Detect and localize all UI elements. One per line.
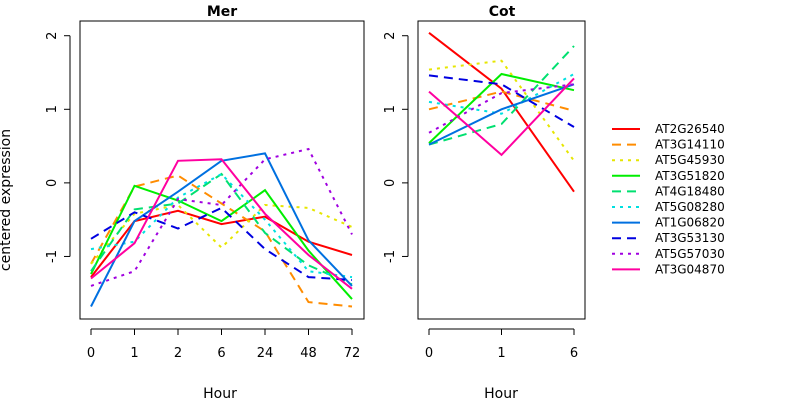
plot-frame-mer bbox=[79, 20, 365, 320]
series-line-at3g53130 bbox=[90, 206, 353, 281]
legend-label-at1g06820: AT1G06820 bbox=[655, 216, 725, 230]
series-line-at3g14110 bbox=[90, 174, 353, 308]
x-tick-label: 0 bbox=[425, 346, 433, 361]
series-line-at2g26540 bbox=[428, 32, 575, 193]
series-line-at1g06820 bbox=[90, 152, 353, 307]
series-line-at5g57030 bbox=[428, 83, 575, 134]
y-tick-label: 0 bbox=[45, 179, 60, 187]
y-tick-label: 0 bbox=[383, 179, 398, 187]
y-tick-label: 2 bbox=[45, 32, 60, 40]
legend-label-at2g26540: AT2G26540 bbox=[655, 122, 725, 136]
legend-label-at5g57030: AT5G57030 bbox=[655, 247, 725, 261]
legend-label-at3g04870: AT3G04870 bbox=[655, 262, 725, 276]
panel-mer: Mer 0 1 2 6 24 48 72 -1 0 1 2 Hour bbox=[45, 4, 365, 400]
x-tick-label: 6 bbox=[570, 346, 578, 361]
x-tick-label: 72 bbox=[344, 346, 361, 361]
panel-title-mer: Mer bbox=[207, 4, 237, 20]
series-layer-mer bbox=[90, 147, 353, 308]
legend-label-at3g51820: AT3G51820 bbox=[655, 169, 725, 183]
legend-label-at3g14110: AT3G14110 bbox=[655, 138, 725, 152]
y-tick-label: 1 bbox=[383, 105, 398, 113]
series-line-at3g51820 bbox=[90, 184, 353, 300]
series-line-at1g06820 bbox=[428, 83, 575, 146]
y-axis-mer: -1 0 1 2 bbox=[45, 32, 71, 263]
x-tick-label: 1 bbox=[497, 346, 505, 361]
x-axis-cot: 0 1 6 bbox=[425, 328, 578, 361]
series-layer-cot bbox=[428, 32, 575, 193]
y-tick-label: -1 bbox=[383, 250, 398, 263]
x-tick-label: 0 bbox=[87, 346, 95, 361]
series-line-at4g18480 bbox=[90, 172, 353, 286]
series-line-at5g57030 bbox=[90, 147, 353, 287]
y-axis-title: centered expression bbox=[0, 129, 14, 271]
x-tick-label: 2 bbox=[174, 346, 182, 361]
series-line-at3g04870 bbox=[428, 77, 575, 157]
series-line-at3g04870 bbox=[90, 158, 353, 290]
legend-label-at3g53130: AT3G53130 bbox=[655, 231, 725, 245]
y-tick-label: -1 bbox=[45, 250, 60, 263]
x-axis-title-cot: Hour bbox=[484, 386, 518, 400]
legend-label-at4g18480: AT4G18480 bbox=[655, 184, 725, 198]
series-line-at5g08280 bbox=[428, 73, 575, 115]
series-line-at5g45930 bbox=[428, 59, 575, 162]
legend-label-at5g08280: AT5G08280 bbox=[655, 200, 725, 214]
x-tick-label: 48 bbox=[300, 346, 317, 361]
legend-label-at5g45930: AT5G45930 bbox=[655, 153, 725, 167]
x-axis-mer: 0 1 2 6 24 48 72 bbox=[87, 328, 361, 361]
x-axis-title-mer: Hour bbox=[203, 386, 237, 400]
series-line-at5g45930 bbox=[90, 203, 353, 265]
panel-cot: Cot 0 1 6 -1 0 1 2 Hour bbox=[383, 4, 586, 400]
x-tick-label: 6 bbox=[217, 346, 225, 361]
x-tick-label: 1 bbox=[130, 346, 138, 361]
y-axis-cot: -1 0 1 2 bbox=[383, 32, 409, 263]
x-tick-label: 24 bbox=[257, 346, 274, 361]
y-tick-label: 1 bbox=[45, 105, 60, 113]
series-line-at4g18480 bbox=[428, 45, 575, 146]
series-line-at3g51820 bbox=[428, 72, 575, 144]
y-tick-label: 2 bbox=[383, 32, 398, 40]
plot-frame-cot bbox=[417, 20, 586, 320]
panel-title-cot: Cot bbox=[489, 4, 516, 20]
